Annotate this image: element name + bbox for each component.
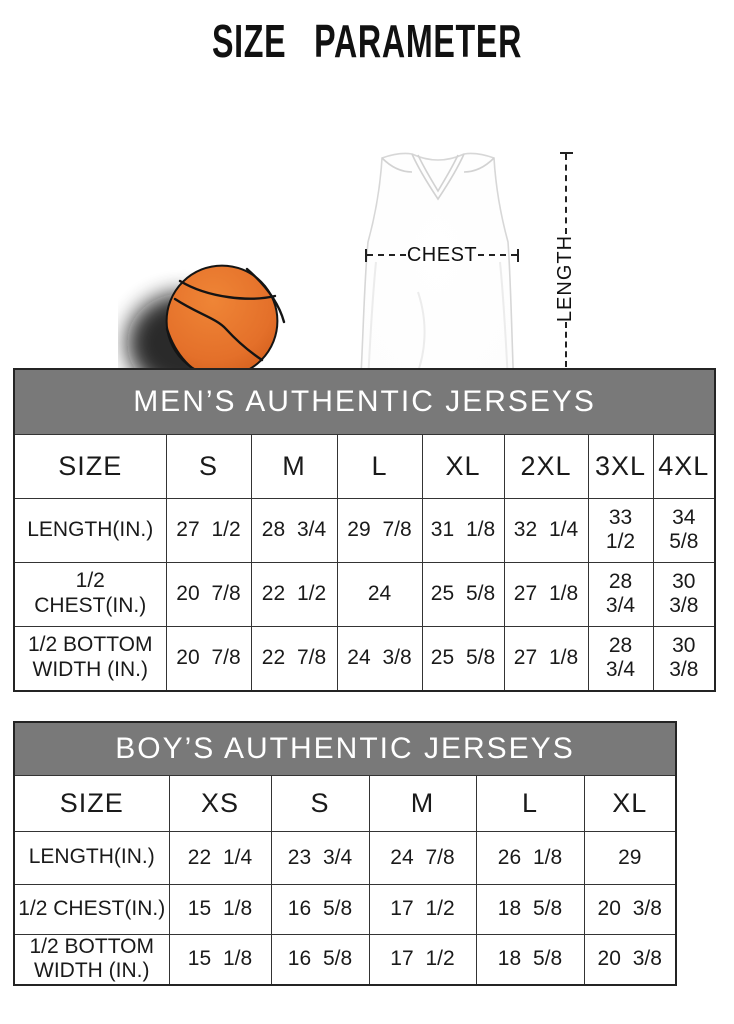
size-value-cell: 24 7/8 [368, 830, 477, 885]
dashed-line [367, 254, 406, 256]
row-label: 1/2 CHEST(IN.) [13, 561, 167, 627]
size-value-cell: 17 1/2 [368, 933, 477, 986]
size-column-header: M [250, 433, 338, 499]
measure-endcap [365, 248, 367, 262]
size-column-header: L [475, 774, 585, 832]
row-label: LENGTH(IN.) [13, 830, 170, 885]
table-row: LENGTH(IN.) 22 1/4 23 3/4 24 7/8 26 1/8 29 [13, 830, 677, 885]
size-value-cell: 22 7/8 [250, 625, 338, 692]
size-value-cell: 17 1/2 [368, 883, 477, 935]
size-value-cell: 29 [583, 830, 677, 885]
size-value-cell: 15 1/8 [168, 933, 272, 986]
size-value-cell: 20 3/8 [583, 933, 677, 986]
size-column-header: 4XL [652, 433, 716, 499]
size-column-header: 3XL [587, 433, 654, 499]
size-value-cell: 30 3/8 [652, 561, 716, 627]
size-value-cell: 31 1/8 [421, 497, 505, 563]
dashed-line [565, 322, 567, 406]
page-title: SIZE PARAMETER [211, 15, 523, 67]
size-column-header: S [165, 433, 252, 499]
size-value-cell: 22 1/2 [250, 561, 338, 627]
row-label: 1/2 BOTTOM WIDTH (IN.) [13, 625, 167, 692]
table-row: 1/2 BOTTOM WIDTH (IN.) 15 1/8 16 5/8 17 1/2… [13, 933, 677, 986]
size-value-cell: 15 1/8 [168, 883, 272, 935]
size-value-cell: 32 1/4 [503, 497, 589, 563]
size-value-cell: 28 3/4 [587, 625, 654, 692]
size-corner-header: SIZE [13, 433, 167, 499]
size-value-cell: 33 1/2 [587, 497, 654, 563]
size-value-cell: 27 1/8 [503, 625, 589, 692]
size-value-cell: 16 5/8 [270, 883, 370, 935]
size-value-cell: 30 3/8 [652, 625, 716, 692]
chest-measure-line: CHEST [365, 243, 520, 266]
length-label: LENGTH [554, 234, 577, 322]
chest-label: CHEST [406, 243, 478, 266]
size-column-header: XL [421, 433, 505, 499]
table-row: 1/2 CHEST(IN.) 20 7/8 22 1/2 24 25 5/8 27 1/8… [13, 561, 716, 627]
size-column-header: XS [168, 774, 272, 832]
size-value-cell: 18 5/8 [475, 883, 585, 935]
dashed-line [478, 254, 518, 256]
size-value-cell: 25 5/8 [421, 625, 505, 692]
size-value-cell: 27 1/2 [165, 497, 252, 563]
size-column-header: L [336, 433, 423, 499]
size-value-cell: 20 3/8 [583, 883, 677, 935]
size-value-cell: 20 7/8 [165, 625, 252, 692]
size-value-cell: 18 5/8 [475, 933, 585, 986]
table-row: 1/2 BOTTOM WIDTH (IN.) 20 7/8 22 7/8 24 3/8… [13, 625, 716, 692]
table-row: 1/2 CHEST(IN.) 15 1/8 16 5/8 17 1/2 18 5/8 20… [13, 883, 677, 935]
size-column-header: S [270, 774, 370, 832]
size-column-header: 2XL [503, 433, 589, 499]
size-value-cell: 34 5/8 [652, 497, 716, 563]
size-value-cell: 23 3/4 [270, 830, 370, 885]
length-label-wrap: LENGTH [553, 234, 579, 322]
size-value-cell: 29 7/8 [336, 497, 423, 563]
size-value-cell: 20 7/8 [165, 561, 252, 627]
table-row: LENGTH(IN.) 27 1/2 28 3/4 29 7/8 31 1/8 32 1/… [13, 497, 716, 563]
size-diagram: CHEST LENGTH [0, 70, 734, 412]
mens-size-table: MEN’S AUTHENTIC JERSEYS SIZE S M L XL 2XL 3XL 4X… [13, 368, 717, 692]
size-value-cell: 16 5/8 [270, 933, 370, 986]
size-column-header: XL [583, 774, 677, 832]
size-value-cell: 28 3/4 [587, 561, 654, 627]
size-value-cell: 27 1/8 [503, 561, 589, 627]
table-banner: BOY’S AUTHENTIC JERSEYS [13, 721, 677, 776]
row-label: LENGTH(IN.) [13, 497, 167, 563]
size-value-cell: 25 5/8 [421, 561, 505, 627]
size-value-cell: 24 [336, 561, 423, 627]
row-label: 1/2 BOTTOM WIDTH (IN.) [13, 933, 170, 986]
boys-size-table: BOY’S AUTHENTIC JERSEYS SIZE XS S M L XL LENGTH… [13, 721, 677, 987]
dashed-line [565, 154, 567, 234]
size-corner-header: SIZE [13, 774, 170, 832]
row-label: 1/2 CHEST(IN.) [13, 883, 170, 935]
measure-endcap [559, 152, 573, 154]
size-value-cell: 22 1/4 [168, 830, 272, 885]
measure-endcap [517, 248, 520, 262]
size-column-header: M [368, 774, 477, 832]
size-value-cell: 24 3/8 [336, 625, 423, 692]
table-banner: MEN’S AUTHENTIC JERSEYS [13, 368, 716, 435]
size-value-cell: 28 3/4 [250, 497, 338, 563]
size-value-cell: 26 1/8 [475, 830, 585, 885]
